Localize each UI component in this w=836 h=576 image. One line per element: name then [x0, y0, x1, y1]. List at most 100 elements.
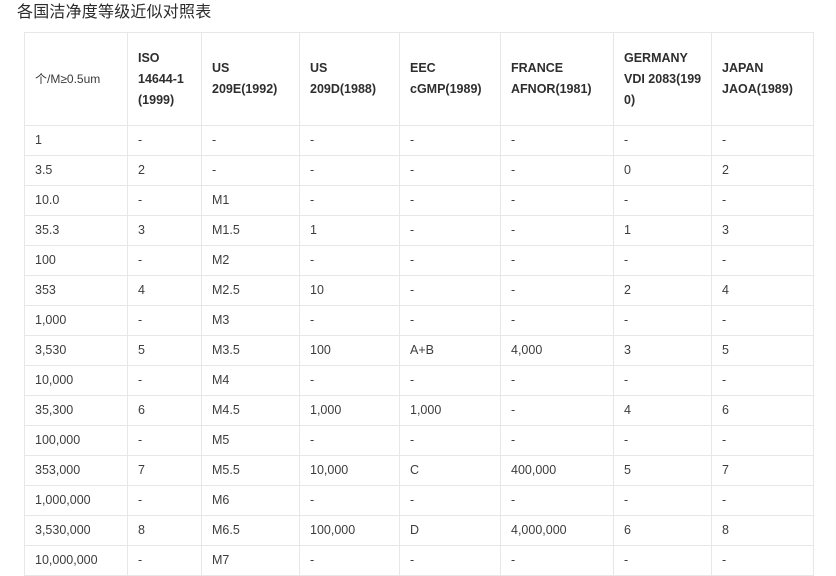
cell-france: - [500, 305, 614, 336]
cell-us-209d: 1 [299, 215, 400, 246]
cell-japan: 8 [711, 515, 814, 546]
cell-us-209e: M3.5 [201, 335, 300, 366]
table-row: 100,000- M5- - - - - [24, 425, 814, 456]
cell-us-209d: - [299, 365, 400, 396]
column-header-line: EEC [410, 61, 436, 75]
cell-france: 4,000 [500, 335, 614, 366]
table-row: 35.3 3 M1.5 1- -1 3 [24, 215, 814, 246]
cell-france: 4,000,000 [500, 515, 614, 546]
column-header-eec: EEC cGMP(1989) [399, 32, 501, 126]
cell-us-209d: - [299, 125, 400, 156]
table-row: 35,300 6 M4.5 1,000 1,000-4 6 [24, 395, 814, 426]
column-header-iso: ISO 14644-1 (1999) [127, 32, 202, 126]
cell-us-209e: M1 [201, 185, 300, 216]
cell-japan: - [711, 245, 814, 276]
cell-iso: - [127, 485, 202, 516]
table-body: 1- - - - - - -3.5 2- - - -0 2 10.0- M1- - - - -35.3 3 M1.5 1… [24, 125, 814, 576]
column-header-line: 14644-1 [138, 71, 184, 86]
cell-particles: 3.5 [24, 155, 128, 186]
column-header-line: AFNOR(1981) [511, 82, 592, 96]
cell-iso: 8 [127, 515, 202, 546]
cell-us-209e: M5.5 [201, 455, 300, 486]
cell-japan: 5 [711, 335, 814, 366]
cell-us-209e: M2 [201, 245, 300, 276]
table-row: 100- M2- - - - - [24, 245, 814, 276]
cell-germany: - [613, 545, 712, 576]
cell-eec: C [399, 455, 501, 486]
cell-particles: 3,530,000 [24, 515, 128, 546]
cell-us-209e: M5 [201, 425, 300, 456]
cell-eec: 1,000 [399, 395, 501, 426]
cell-particles: 10,000,000 [24, 545, 128, 576]
table-row: 3,530 5 M3.5 100 A+B 4,000 3 5 [24, 335, 814, 366]
cell-japan: - [711, 125, 814, 156]
cell-japan: 4 [711, 275, 814, 306]
cell-japan: 7 [711, 455, 814, 486]
cell-iso: - [127, 185, 202, 216]
cell-france: - [500, 395, 614, 426]
cell-us-209e: M3 [201, 305, 300, 336]
cell-france: 400,000 [500, 455, 614, 486]
cell-germany: 6 [613, 515, 712, 546]
cell-germany: - [613, 245, 712, 276]
table-header-row: 个/M≥0.5um ISO 14644-1 (1999) US 209E(1992) US 2… [24, 32, 814, 126]
cell-iso: 3 [127, 215, 202, 246]
column-header-japan: JAPAN JAOA(1989) [711, 32, 814, 126]
column-header-line: US [212, 61, 230, 75]
cell-particles: 35.3 [24, 215, 128, 246]
column-header-line: FRANCE [511, 61, 564, 75]
column-header-particles: 个/M≥0.5um [24, 32, 128, 126]
cell-particles: 100 [24, 245, 128, 276]
cell-france: - [500, 125, 614, 156]
cell-eec: - [399, 155, 501, 186]
cell-iso: 2 [127, 155, 202, 186]
cell-germany: 0 [613, 155, 712, 186]
cell-eec: A+B [399, 335, 501, 366]
cell-germany: - [613, 125, 712, 156]
cell-particles: 3,530 [24, 335, 128, 366]
table-container: 个/M≥0.5um ISO 14644-1 (1999) US 209E(1992) US 2… [24, 32, 814, 576]
column-header-line: US [310, 61, 328, 75]
cell-us-209d: - [299, 155, 400, 186]
cell-iso: - [127, 545, 202, 576]
cell-us-209d: 10,000 [299, 455, 400, 486]
table-row: 3.5 2- - - -0 2 [24, 155, 814, 186]
cell-us-209e: M4.5 [201, 395, 300, 426]
cell-eec: - [399, 425, 501, 456]
cell-us-209d: - [299, 545, 400, 576]
column-header-us-209e: US 209E(1992) [201, 32, 300, 126]
column-header-us-209d: US 209D(1988) [299, 32, 400, 126]
cell-us-209d: - [299, 305, 400, 336]
cell-germany: 5 [613, 455, 712, 486]
cell-particles: 1,000 [24, 305, 128, 336]
cell-iso: 4 [127, 275, 202, 306]
cell-eec: - [399, 275, 501, 306]
cell-eec: - [399, 545, 501, 576]
table-row: 353,000 7 M5.5 10,000 C 400,000 5 7 [24, 455, 814, 486]
cell-us-209e: M7 [201, 545, 300, 576]
cell-particles: 1,000,000 [24, 485, 128, 516]
cell-us-209e: M1.5 [201, 215, 300, 246]
cell-germany: - [613, 485, 712, 516]
cleanroom-class-comparison-table: 个/M≥0.5um ISO 14644-1 (1999) US 209E(1992) US 2… [24, 32, 814, 576]
cell-particles: 353,000 [24, 455, 128, 486]
cell-iso: 5 [127, 335, 202, 366]
cell-france: - [500, 185, 614, 216]
column-header-line: JAPAN [722, 61, 764, 75]
cell-japan: - [711, 365, 814, 396]
cell-us-209e: M2.5 [201, 275, 300, 306]
cell-france: - [500, 155, 614, 186]
table-row: 353 4 M2.5 10- -2 4 [24, 275, 814, 306]
cell-germany: 1 [613, 215, 712, 246]
cell-eec: - [399, 215, 501, 246]
cell-japan: - [711, 485, 814, 516]
cell-france: - [500, 245, 614, 276]
cell-iso: - [127, 365, 202, 396]
cell-us-209d: - [299, 485, 400, 516]
cell-iso: - [127, 245, 202, 276]
cell-us-209e: M4 [201, 365, 300, 396]
cell-eec: - [399, 185, 501, 216]
column-header-line: (1999) [138, 92, 175, 107]
cell-us-209d: - [299, 245, 400, 276]
cell-eec: - [399, 245, 501, 276]
